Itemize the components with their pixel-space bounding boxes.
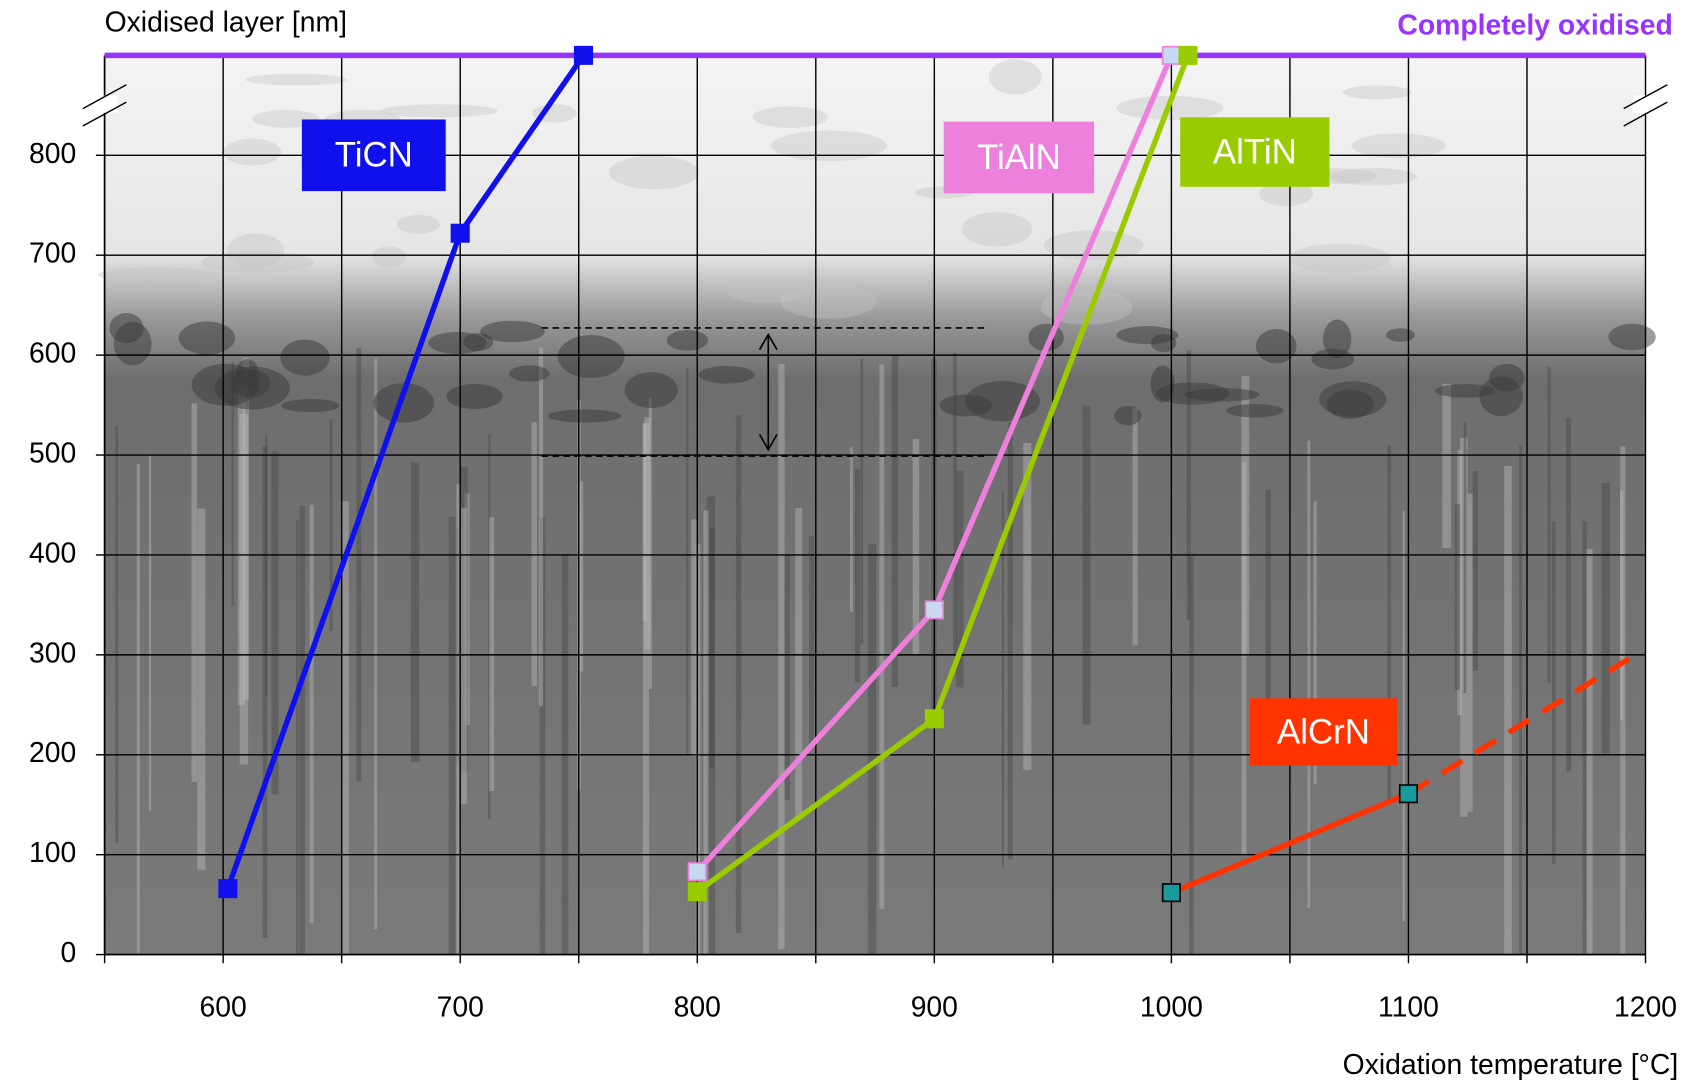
axis-break-gap <box>92 96 118 113</box>
chart: 0 100 200 300 400 500 600 700 800 600 700 800 900 100… <box>0 0 1700 1086</box>
x-tick-label: 1000 <box>1140 990 1203 1022</box>
y-tick-label: 0 <box>61 936 77 968</box>
y-tick-label: 200 <box>29 736 76 768</box>
top-line-label: Completely oxidised <box>1397 9 1672 41</box>
x-tick-label: 800 <box>674 990 721 1022</box>
data-point <box>926 710 943 727</box>
data-point <box>1163 884 1180 901</box>
data-point <box>575 47 592 64</box>
y-tick-label: 100 <box>29 836 76 868</box>
y-tick-label: 800 <box>29 137 76 169</box>
x-tick-label: 700 <box>437 990 484 1022</box>
x-tick-label: 1200 <box>1614 990 1677 1022</box>
data-point <box>451 225 468 242</box>
series-label: TiAlN <box>977 138 1061 177</box>
data-point <box>1179 47 1196 64</box>
series-label: TiCN <box>335 136 413 175</box>
data-point <box>1163 47 1180 64</box>
x-tick-label: 900 <box>911 990 958 1022</box>
x-tick-label: 1100 <box>1378 990 1439 1022</box>
data-point <box>1400 785 1417 802</box>
y-tick-label: 600 <box>29 337 76 369</box>
x-axis-title: Oxidation temperature [°C] <box>1343 1048 1679 1080</box>
page: 0 100 200 300 400 500 600 700 800 600 700 800 900 100… <box>0 0 1700 1086</box>
data-point <box>689 883 706 900</box>
data-point <box>219 880 236 897</box>
y-tick-label: 400 <box>29 536 76 568</box>
series-label: AlCrN <box>1277 712 1370 751</box>
y-tick-label: 300 <box>29 636 76 668</box>
axis-break-gap <box>1632 96 1658 113</box>
data-point <box>689 863 706 880</box>
x-tick-label: 600 <box>200 990 247 1022</box>
y-tick-label: 700 <box>29 237 76 269</box>
y-tick-label: 500 <box>29 437 76 469</box>
data-point <box>926 601 943 618</box>
y-axis-title: Oxidised layer [nm] <box>105 5 347 37</box>
series-label: AlTiN <box>1213 132 1297 171</box>
